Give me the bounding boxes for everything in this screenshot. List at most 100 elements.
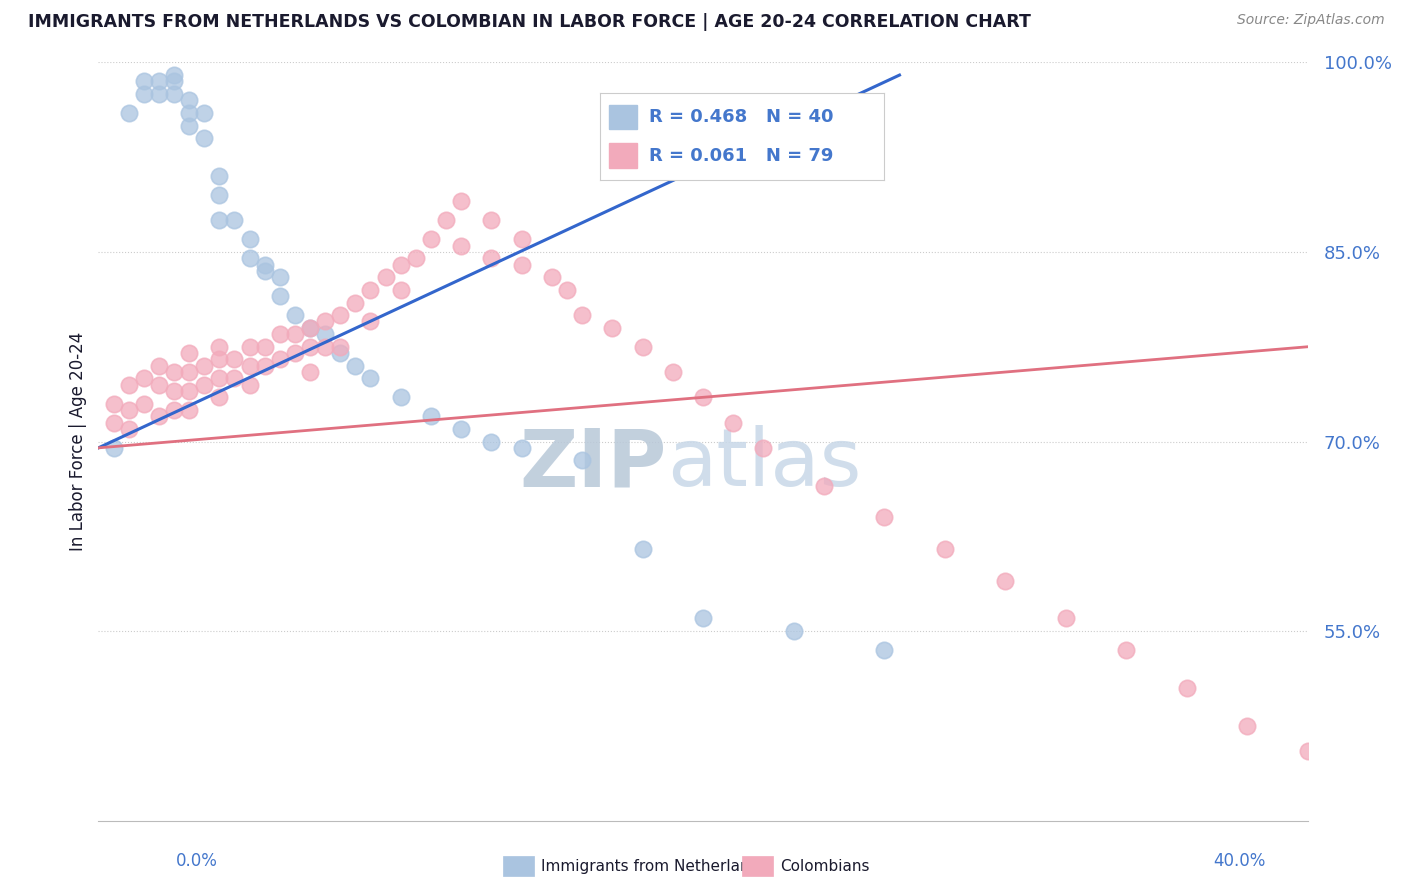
Point bbox=[314, 327, 336, 342]
Point bbox=[314, 314, 336, 328]
Point bbox=[148, 409, 170, 424]
Point bbox=[253, 258, 276, 272]
Point bbox=[163, 74, 186, 88]
Point bbox=[148, 359, 170, 373]
Point bbox=[420, 232, 443, 246]
Point bbox=[269, 327, 291, 342]
Y-axis label: In Labor Force | Age 20-24: In Labor Force | Age 20-24 bbox=[69, 332, 87, 551]
Point bbox=[344, 295, 367, 310]
Point bbox=[360, 371, 382, 385]
Point bbox=[239, 359, 262, 373]
Point bbox=[783, 624, 806, 639]
Point bbox=[269, 352, 291, 367]
Point bbox=[148, 74, 170, 88]
Point bbox=[208, 352, 231, 367]
Point bbox=[224, 371, 246, 385]
Point bbox=[661, 365, 683, 379]
Point bbox=[314, 340, 336, 354]
Point bbox=[994, 574, 1017, 588]
Point bbox=[873, 643, 896, 657]
Point bbox=[163, 68, 186, 82]
Point bbox=[299, 321, 322, 335]
Point bbox=[571, 308, 593, 322]
Text: 0.0%: 0.0% bbox=[176, 852, 218, 870]
Point bbox=[163, 87, 186, 101]
Text: Source: ZipAtlas.com: Source: ZipAtlas.com bbox=[1237, 13, 1385, 28]
Point bbox=[253, 264, 276, 278]
Point bbox=[284, 308, 307, 322]
Point bbox=[132, 371, 155, 385]
Point bbox=[631, 541, 654, 556]
Point bbox=[299, 340, 322, 354]
Point bbox=[132, 87, 155, 101]
Point bbox=[723, 416, 745, 430]
Point bbox=[132, 74, 155, 88]
Point bbox=[481, 252, 503, 266]
Point bbox=[284, 346, 307, 360]
Point bbox=[239, 340, 262, 354]
Point bbox=[1236, 719, 1258, 733]
Point bbox=[405, 252, 427, 266]
Point bbox=[420, 409, 443, 424]
Point bbox=[193, 131, 215, 145]
Point bbox=[118, 106, 141, 120]
Point bbox=[329, 340, 352, 354]
Point bbox=[329, 346, 352, 360]
Point bbox=[269, 270, 291, 285]
Point bbox=[555, 283, 578, 297]
Point bbox=[360, 283, 382, 297]
Point bbox=[934, 541, 956, 556]
Point bbox=[1175, 681, 1198, 695]
Point bbox=[450, 194, 472, 209]
Point bbox=[208, 188, 231, 202]
Point bbox=[208, 390, 231, 404]
Point bbox=[360, 314, 382, 328]
Point bbox=[389, 390, 412, 404]
Point bbox=[118, 377, 141, 392]
Point bbox=[193, 377, 215, 392]
Point bbox=[208, 169, 231, 184]
Point bbox=[163, 365, 186, 379]
Point bbox=[752, 441, 775, 455]
Point bbox=[253, 340, 276, 354]
Point bbox=[602, 321, 624, 335]
Point bbox=[103, 397, 125, 411]
Point bbox=[571, 453, 593, 467]
Text: atlas: atlas bbox=[666, 425, 860, 503]
Point bbox=[163, 403, 186, 417]
Text: 40.0%: 40.0% bbox=[1213, 852, 1265, 870]
Point bbox=[118, 422, 141, 436]
Point bbox=[692, 390, 714, 404]
Text: Immigrants from Netherlands: Immigrants from Netherlands bbox=[540, 859, 768, 873]
Point bbox=[179, 403, 201, 417]
Point bbox=[299, 321, 322, 335]
Point bbox=[208, 340, 231, 354]
Point bbox=[1296, 744, 1319, 758]
Point bbox=[374, 270, 396, 285]
Point bbox=[344, 359, 367, 373]
Point bbox=[239, 377, 262, 392]
Point bbox=[208, 213, 231, 227]
Point bbox=[481, 434, 503, 449]
Point bbox=[179, 94, 201, 108]
Point bbox=[224, 213, 246, 227]
Point bbox=[692, 611, 714, 625]
Point bbox=[434, 213, 457, 227]
Point bbox=[1357, 776, 1379, 790]
Point bbox=[873, 510, 896, 524]
Point bbox=[389, 258, 412, 272]
Point bbox=[179, 365, 201, 379]
Point bbox=[132, 397, 155, 411]
Point bbox=[813, 479, 835, 493]
Point bbox=[510, 232, 533, 246]
Point bbox=[510, 258, 533, 272]
Point bbox=[631, 340, 654, 354]
Point bbox=[510, 441, 533, 455]
Point bbox=[148, 377, 170, 392]
Point bbox=[284, 327, 307, 342]
Point bbox=[450, 422, 472, 436]
Point bbox=[224, 352, 246, 367]
Point bbox=[540, 270, 562, 285]
Point bbox=[193, 359, 215, 373]
Point bbox=[179, 384, 201, 398]
